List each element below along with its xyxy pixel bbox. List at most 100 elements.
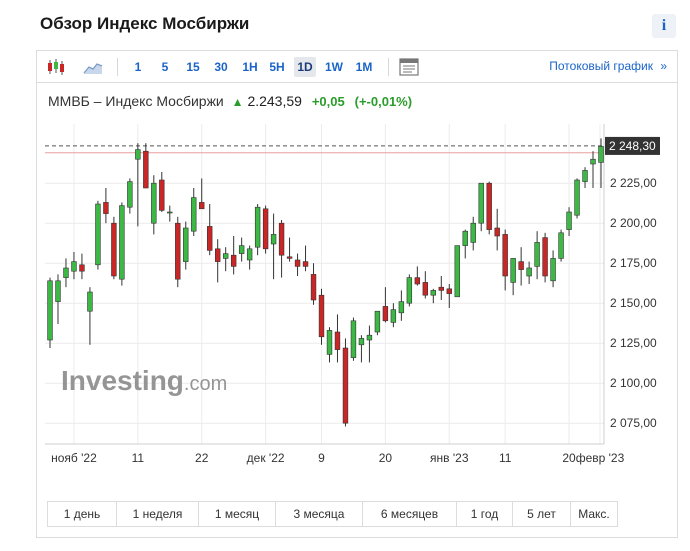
candle-body <box>366 334 373 341</box>
time-range-selector: 1 день 1 неделя 1 месяц 3 месяца 6 месяцев 1 … <box>47 501 618 527</box>
interval-button[interactable]: 5Н <box>269 60 285 74</box>
interval-button[interactable]: 30 <box>214 60 228 74</box>
candle-body <box>598 146 604 163</box>
arrow-up-icon: ▲ <box>231 95 244 109</box>
candle-body <box>582 170 588 182</box>
candle-body <box>510 258 516 283</box>
candlestick-chart-icon[interactable] <box>45 57 67 77</box>
candle-body <box>430 290 436 296</box>
candle-body <box>558 232 564 259</box>
x-tick-label: 20 <box>562 451 576 465</box>
x-tick-label: 9 <box>318 451 325 465</box>
stream-chart-link[interactable]: Потоковый график » <box>549 59 667 73</box>
range-button[interactable]: 1 месяц <box>199 502 276 526</box>
interval-button[interactable]: 1 <box>134 60 142 74</box>
range-button[interactable]: 1 неделя <box>117 502 199 526</box>
stream-chart-label: Потоковый график <box>549 59 653 73</box>
investing-watermark: Investing.com <box>61 365 227 396</box>
candle-body <box>294 259 301 267</box>
last-price-label: 2 248,30 <box>609 139 656 153</box>
candle-body <box>262 208 269 250</box>
candle-body <box>71 261 77 272</box>
candle-body <box>230 254 237 267</box>
quote-line: ММВБ – Индекс Мосбиржи ▲ 2.243,59 +0,05 … <box>48 93 412 109</box>
candle-body <box>526 267 532 277</box>
candle-body <box>422 282 429 296</box>
candle-body <box>590 158 596 165</box>
candle-body <box>302 261 309 267</box>
chart-settings-icon[interactable] <box>398 57 420 77</box>
candle-body <box>406 277 413 304</box>
candle-body <box>111 222 117 277</box>
candle-body <box>246 248 253 261</box>
last-price-label-box <box>605 136 660 155</box>
candle-body <box>358 338 365 346</box>
candle-body <box>103 202 109 214</box>
x-tick-label: февр '23 <box>576 451 625 465</box>
price-change: +0,05 <box>311 94 345 109</box>
candle-body <box>95 203 101 266</box>
range-button[interactable]: 1 год <box>457 502 513 526</box>
interval-button[interactable]: 5 <box>161 60 169 74</box>
x-tick-label: янв '23 <box>430 451 469 465</box>
candle-body <box>191 197 197 232</box>
candlestick-chart[interactable]: 2 075,00 2 100,00 2 125,00 2 150,00 2 175,00… <box>37 118 663 470</box>
candle-body <box>566 211 572 230</box>
y-tick-label: 2 125,00 <box>610 336 657 350</box>
range-button[interactable]: 3 месяца <box>276 502 363 526</box>
candle-body <box>318 294 325 338</box>
candle-body <box>494 227 500 237</box>
candle-body <box>374 310 381 333</box>
interval-button[interactable]: 1W <box>325 60 343 74</box>
candle-body <box>382 306 389 322</box>
candle-body <box>63 267 69 278</box>
candle-body <box>87 291 93 312</box>
candle-body <box>286 256 293 259</box>
range-button[interactable]: 6 месяцев <box>363 502 457 526</box>
candle-body <box>398 301 405 314</box>
y-tick-label: 2 200,00 <box>610 216 657 230</box>
y-tick-label: 2 075,00 <box>610 416 657 430</box>
range-button[interactable]: 1 день <box>48 502 117 526</box>
candle-body <box>454 245 460 298</box>
candle-body <box>254 206 261 248</box>
x-tick-label: нояб '22 <box>51 451 97 465</box>
x-tick-label: 11 <box>499 451 512 465</box>
interval-button[interactable]: 15 <box>186 60 200 74</box>
y-tick-label: 2 100,00 <box>610 376 657 390</box>
area-chart-icon[interactable] <box>82 57 104 77</box>
candle-body <box>462 230 468 246</box>
candle-body <box>127 181 133 208</box>
candle-body <box>215 248 221 262</box>
chart-toolbar: 1 5 15 30 1Н 5Н 1D 1W 1M Потоковый график » <box>37 51 677 83</box>
interval-button[interactable]: 1M <box>355 60 373 74</box>
candle-body <box>119 205 125 280</box>
candle-body <box>470 222 476 243</box>
interval-button[interactable]: 1D <box>294 57 316 77</box>
double-chevron-right-icon: » <box>660 59 667 73</box>
x-tick-label: 22 <box>195 451 209 465</box>
candle-body <box>79 264 85 272</box>
candle-body <box>151 182 157 224</box>
candle-body <box>159 179 165 211</box>
last-price: 2.243,59 <box>247 93 302 109</box>
candle-body <box>334 331 341 350</box>
candle-body <box>135 149 141 160</box>
candle-body <box>502 234 508 277</box>
x-tick-label: дек '22 <box>247 451 285 465</box>
x-tick-label: 11 <box>132 451 145 465</box>
range-button[interactable]: 5 лет <box>513 502 571 526</box>
chart-frame <box>36 50 678 538</box>
instrument-name: ММВБ – Индекс Мосбиржи <box>48 93 224 109</box>
price-change-percent: (+-0,01%) <box>354 94 413 109</box>
range-button[interactable]: Макс. <box>578 507 610 521</box>
watermark-suffix: .com <box>184 373 227 395</box>
info-icon[interactable]: i <box>652 14 676 38</box>
candle-body <box>542 237 548 277</box>
toolbar-separator <box>117 58 118 76</box>
candle-body <box>222 253 229 259</box>
interval-button[interactable]: 1Н <box>242 60 258 74</box>
candle-body <box>414 277 421 285</box>
candle-body <box>326 330 333 355</box>
watermark-brand: Investing <box>61 365 184 396</box>
